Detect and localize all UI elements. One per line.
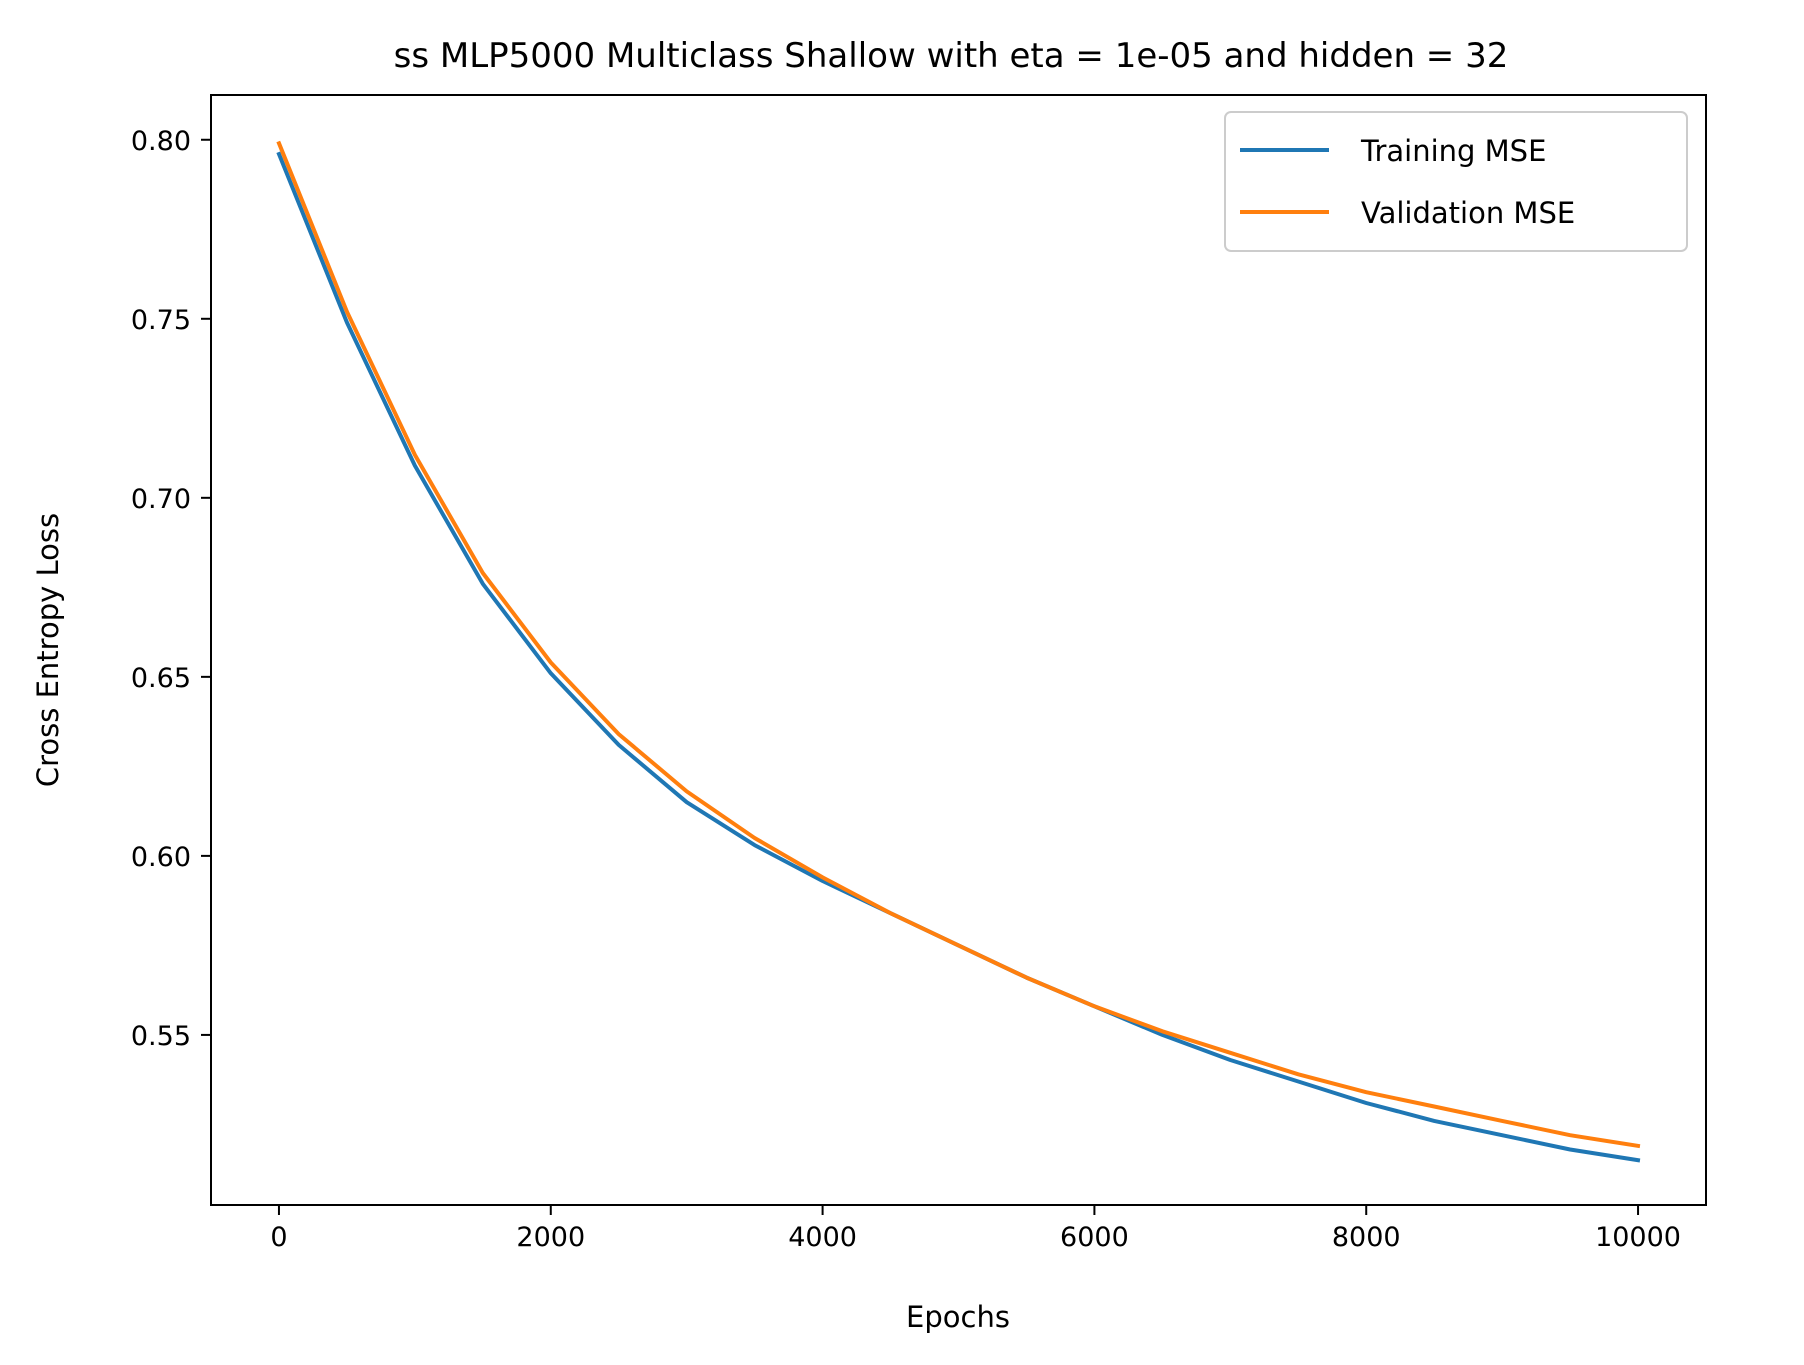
legend-label-validation: Validation MSE (1361, 196, 1575, 230)
plot-frame (210, 94, 1707, 1206)
y-tick-label: 0.65 (131, 663, 191, 694)
series-line-validation-mse (276, 140, 1641, 1149)
plot-area (210, 94, 1707, 1206)
x-tick-label: 4000 (788, 1222, 857, 1253)
x-axis: 0 2000 4000 6000 8000 10000 (270, 1205, 1681, 1253)
x-axis-label: Epochs (906, 1300, 1010, 1334)
y-axis: 0.55 0.60 0.65 0.70 0.75 0.80 (131, 126, 211, 1052)
y-tick-label: 0.55 (131, 1021, 191, 1052)
x-tick-label: 8000 (1332, 1222, 1401, 1253)
y-axis-label: Cross Entropy Loss (31, 513, 65, 787)
series-layer (276, 140, 1641, 1163)
series-line-training-mse (276, 151, 1641, 1163)
x-tick-label: 2000 (516, 1222, 585, 1253)
y-tick-label: 0.60 (131, 842, 191, 873)
legend-box (1224, 111, 1688, 252)
y-tick-label: 0.70 (131, 484, 191, 515)
legend: Training MSE Validation MSE (1224, 111, 1688, 252)
x-tick-label: 6000 (1060, 1222, 1129, 1253)
y-tick-label: 0.75 (131, 305, 191, 336)
legend-label-training: Training MSE (1360, 134, 1546, 168)
y-tick-label: 0.80 (131, 126, 191, 157)
x-tick-label: 0 (270, 1222, 287, 1253)
chart-title: ss MLP5000 Multiclass Shallow with eta =… (394, 36, 1509, 76)
x-tick-label: 10000 (1595, 1222, 1681, 1253)
